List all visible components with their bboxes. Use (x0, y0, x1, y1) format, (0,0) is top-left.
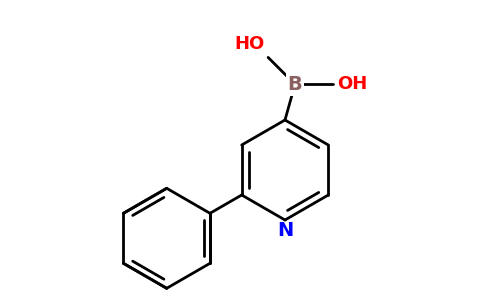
Text: HO: HO (234, 35, 264, 53)
Text: B: B (287, 75, 302, 94)
Text: OH: OH (337, 75, 367, 93)
Text: N: N (277, 221, 293, 240)
